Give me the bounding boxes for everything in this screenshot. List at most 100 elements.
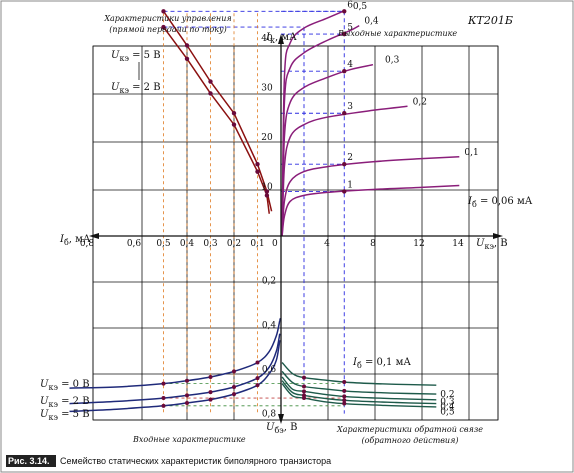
ic-tick-label: 30 <box>261 84 273 94</box>
uce-tick-label: 14 <box>452 239 464 249</box>
point-number: 1 <box>347 180 353 190</box>
input-curve <box>69 333 281 405</box>
caption-text: Семейство статических характеристик бипо… <box>60 456 331 466</box>
input-uce0-label: Uкэ = 0 В <box>40 379 90 392</box>
ib-tick-label: 0,3 <box>203 239 218 249</box>
input-point <box>161 381 166 386</box>
input-point <box>208 390 213 395</box>
input-curve <box>69 320 281 389</box>
output-point <box>342 68 347 74</box>
output-curve <box>281 105 408 237</box>
ic-axis-label: Iк, мА <box>265 32 297 45</box>
ib-axis-arrow <box>89 233 99 239</box>
feedback-curve <box>281 380 437 405</box>
output-curve <box>281 10 345 237</box>
point-number: 2 <box>347 153 353 163</box>
input-uce5-label: Uкэ = 5 В <box>40 409 90 422</box>
ube-axis-label: Uбэ, В <box>266 422 297 435</box>
output-point <box>342 189 347 194</box>
control-point <box>231 122 237 127</box>
output-ib-min-label: Iб = 0,06 мА <box>467 196 533 209</box>
point-number: 6 <box>347 0 353 10</box>
output-point <box>342 111 347 116</box>
point-number: 3 <box>347 102 353 112</box>
feedback-subtitle: (обратного действия) <box>361 436 458 445</box>
ube-tick-label: 0,8 <box>262 410 277 420</box>
feedback-point <box>302 389 306 394</box>
control-point <box>255 162 260 167</box>
output-curve-label: 0,5 <box>353 2 368 12</box>
control-point <box>184 43 190 48</box>
control-point <box>208 91 213 96</box>
input-title: Входные характеристике <box>132 435 246 444</box>
control-point <box>255 169 260 174</box>
output-curve <box>281 156 460 237</box>
uce-tick-label: 4 <box>324 239 330 249</box>
feedback-point <box>302 375 306 380</box>
control-point <box>208 79 213 84</box>
caption-tag-box <box>6 455 56 467</box>
input-uce2-label: Uкэ = 2 В <box>40 396 90 409</box>
input-point <box>232 369 236 374</box>
uce-axis-label: Uкэ, В <box>476 238 508 251</box>
feedback-curve <box>281 383 437 408</box>
ube-tick-label: 0,2 <box>262 276 276 286</box>
control-point <box>161 24 166 30</box>
ib-tick-label: 0,5 <box>156 239 171 249</box>
input-point <box>208 397 213 402</box>
uce-axis-arrow <box>493 233 503 239</box>
control-subtitle: (прямой передачи по току) <box>109 25 227 34</box>
feedback-curve-label: 0,3 <box>440 397 455 407</box>
feedback-point <box>342 394 347 399</box>
input-point <box>161 396 166 401</box>
feedback-curve-label: 0,5 <box>440 407 455 417</box>
control-line <box>162 10 268 192</box>
feedback-curve-label: 0,2 <box>440 390 454 400</box>
control-point <box>184 56 190 61</box>
input-point <box>161 403 166 408</box>
uce-tick-label: 8 <box>370 239 376 249</box>
control-point <box>264 193 270 198</box>
input-point <box>185 393 189 398</box>
output-point <box>342 31 347 37</box>
input-point <box>185 400 189 405</box>
feedback-point <box>342 388 347 393</box>
input-point <box>232 384 236 389</box>
feedback-point <box>342 401 347 406</box>
feedback-curve-label: 0,4 <box>440 403 455 413</box>
feedback-point <box>342 379 347 384</box>
output-curve <box>281 63 374 237</box>
output-point <box>342 9 347 14</box>
feedback-curve <box>281 362 437 386</box>
device-name: КТ201Б <box>467 14 513 27</box>
ube-tick-label: 0,4 <box>262 321 277 331</box>
main-axes <box>93 40 498 420</box>
ib-tick-label: 0,4 <box>180 239 195 249</box>
control-point <box>231 111 237 116</box>
feedback-point <box>302 384 306 389</box>
ib-tick-label: 0,2 <box>227 239 241 249</box>
input-point <box>232 392 236 397</box>
grid <box>92 45 499 421</box>
ib-tick-label: 0,6 <box>127 239 142 249</box>
input-point <box>255 383 260 388</box>
feedback-ib-label: Iб = 0,1 мА <box>352 357 411 370</box>
ube-tick-label: 0,6 <box>262 365 277 375</box>
control-point <box>264 189 270 194</box>
control-line <box>162 26 268 196</box>
characteristic-curves <box>69 10 460 413</box>
input-curve <box>69 340 281 413</box>
data-points <box>161 9 347 408</box>
point-number: 4 <box>347 60 353 70</box>
point-number: 5 <box>347 23 353 33</box>
ic-tick-label: 20 <box>261 133 273 143</box>
control-point <box>161 9 166 14</box>
input-point <box>255 360 260 365</box>
ic-tick-label: 40 <box>261 34 273 44</box>
control-line-tail <box>266 195 270 214</box>
feedback-point <box>342 398 347 403</box>
feedback-point <box>302 396 306 401</box>
uce-tick-label: 12 <box>413 239 424 249</box>
